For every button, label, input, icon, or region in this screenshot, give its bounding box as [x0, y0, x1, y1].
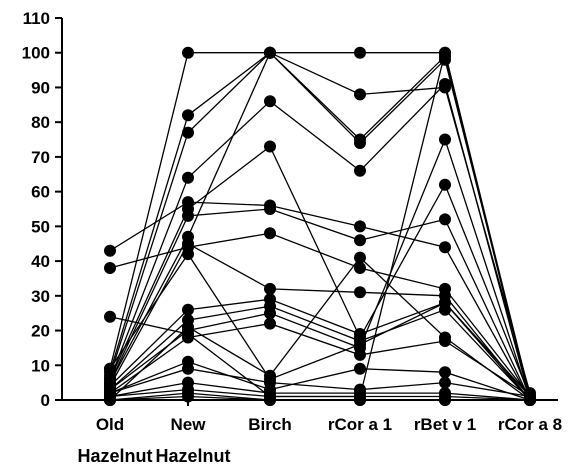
y-tick-label: 70: [31, 148, 50, 167]
data-point: [264, 317, 276, 330]
data-point: [354, 46, 366, 59]
data-point: [439, 133, 451, 146]
data-point: [439, 178, 451, 191]
y-tick-label: 90: [31, 78, 50, 97]
series-line: [109, 395, 530, 401]
data-point: [182, 171, 194, 184]
series-line: [109, 368, 531, 398]
series-line: [109, 51, 531, 394]
series-line: [109, 305, 531, 401]
data-point: [264, 140, 276, 153]
data-point: [354, 220, 366, 233]
data-point: [354, 137, 366, 149]
data-point: [182, 390, 194, 403]
data-point: [264, 307, 276, 320]
data-point: [354, 251, 366, 264]
series-line: [109, 381, 531, 401]
data-point: [182, 362, 194, 375]
data-point: [264, 373, 276, 386]
data-point: [182, 331, 194, 344]
y-tick-label: 60: [31, 183, 50, 202]
data-point: [182, 109, 194, 122]
data-point: [182, 126, 194, 139]
data-point: [264, 95, 276, 108]
data-point: [104, 362, 116, 375]
data-point: [182, 237, 194, 250]
series-line: [109, 52, 531, 401]
y-tick-label: 30: [31, 287, 50, 306]
data-point: [439, 241, 451, 254]
series-lines: [109, 51, 531, 401]
y-tick-label: 0: [41, 391, 50, 410]
data-point: [354, 88, 366, 101]
data-point: [264, 46, 276, 59]
data-point: [439, 81, 451, 94]
series-line: [109, 208, 531, 401]
series-line: [109, 201, 531, 401]
y-tick-label: 40: [31, 252, 50, 271]
x-tick-label: Old: [96, 415, 124, 434]
series-line: [109, 361, 531, 401]
x-tick-sublabel: Hazelnut: [155, 446, 230, 466]
series-line: [109, 232, 531, 397]
data-point: [104, 262, 116, 274]
data-point: [354, 262, 366, 274]
data-point: [264, 203, 276, 215]
series-line: [109, 322, 531, 398]
y-tick-label: 110: [23, 9, 50, 28]
y-tick-label: 50: [31, 217, 50, 236]
series-line: [109, 137, 531, 401]
series-line: [109, 51, 531, 397]
x-tick-label: rCor a 8: [498, 415, 562, 434]
x-tick-label: New: [171, 415, 207, 434]
data-point: [182, 321, 194, 334]
data-point: [182, 209, 194, 222]
data-point: [439, 376, 451, 389]
data-point: [354, 338, 366, 351]
x-tick-sublabel: Hazelnut: [77, 446, 152, 466]
data-point: [264, 227, 276, 240]
data-point: [439, 296, 451, 309]
data-point: [354, 164, 366, 177]
data-point: [439, 53, 451, 66]
data-point: [354, 362, 366, 375]
data-point: [104, 244, 116, 257]
series-line: [109, 388, 531, 401]
y-tick-label: 10: [31, 356, 50, 375]
series-line: [109, 252, 531, 401]
x-tick-label: Birch: [248, 415, 291, 434]
data-point: [182, 303, 194, 316]
x-tick-labels: Old Hazelnut New Hazelnut Birch rCor a 1 rBet …: [77, 400, 562, 466]
x-tick-label: rCor a 1: [328, 415, 392, 434]
data-point: [354, 348, 366, 361]
series-line: [109, 52, 531, 398]
series-line: [109, 145, 531, 397]
y-tick-label: 100: [22, 44, 50, 63]
data-point: [182, 46, 194, 59]
series-line: [109, 256, 531, 401]
data-point: [439, 331, 451, 344]
data-point: [104, 310, 116, 323]
y-ticks: 0 10 20 30 40 50 60 70 80 90 100 110: [22, 9, 62, 410]
data-point: [354, 286, 366, 299]
y-tick-label: 20: [31, 322, 50, 341]
x-tick-label: rBet v 1: [414, 415, 476, 434]
series-line: [109, 242, 531, 401]
data-point: [264, 282, 276, 295]
data-point: [439, 213, 451, 226]
data-point: [354, 234, 366, 247]
data-point: [182, 248, 194, 261]
data-point: [439, 366, 451, 379]
y-tick-label: 80: [31, 113, 50, 132]
